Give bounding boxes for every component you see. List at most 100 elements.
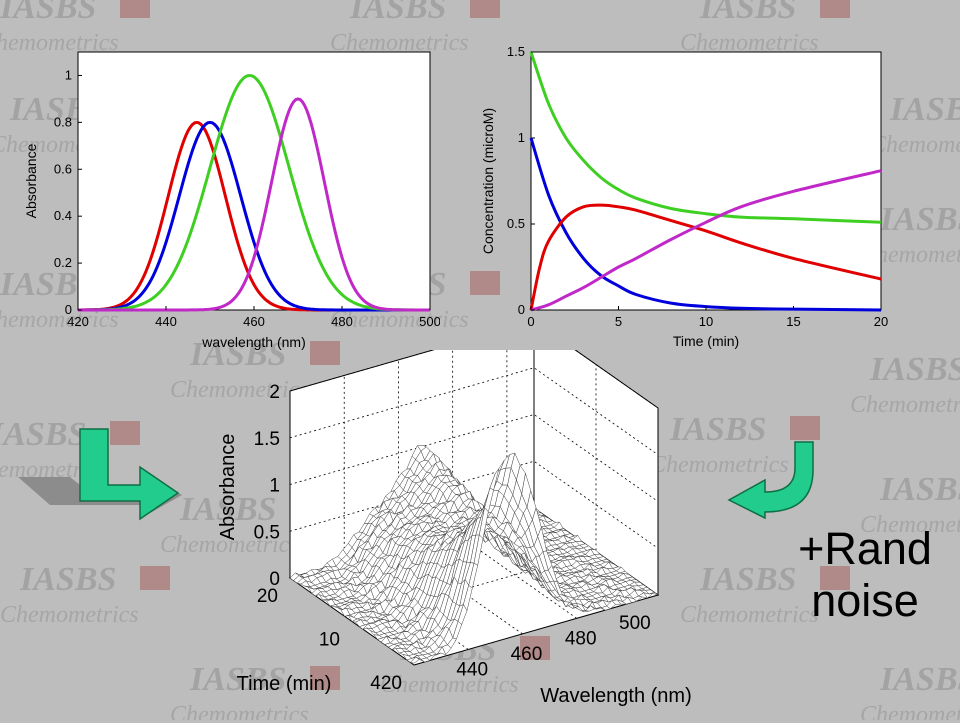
noise-label-line1: +Rand (798, 523, 932, 574)
watermark-logo-icon (790, 416, 820, 440)
spectra-chart: 420 440 460 480 500 0 0.2 0.4 0.6 0.8 1 wavelengt… (20, 42, 441, 357)
spectra-x-axis-label: wavelength (nm) (201, 334, 306, 350)
watermark-text: Chemometrics (680, 602, 819, 628)
spectra-y-tick-label: 0.8 (54, 114, 72, 129)
watermark-logo-icon (820, 566, 850, 590)
conc-plot-area (530, 51, 882, 311)
conc-x-tick-label: 10 (699, 314, 713, 329)
conc-series-green (529, 51, 882, 224)
watermark-text: IASBS (879, 471, 960, 508)
curved-arrow-left-icon (727, 441, 814, 520)
watermark-text: Chemometrics (170, 377, 309, 403)
surface-z-tick-label: 0 (269, 569, 280, 590)
conc-y-tick-label: 0 (518, 302, 525, 317)
spectra-series-green (78, 73, 430, 312)
conc-x-tick-label: 15 (786, 314, 800, 329)
spectra-y-tick-label: 1 (65, 67, 72, 82)
arrow-body (79, 428, 180, 521)
spectra-x-tick-label: 500 (419, 314, 440, 329)
surface-y-tick-label: 20 (257, 586, 278, 607)
watermark-tile: IASBS Chemometrics (160, 491, 330, 558)
surface-z-axis-label: Absorbance (217, 434, 239, 541)
conc-x-tick-label: 20 (874, 314, 888, 329)
watermark-text: IASBS (349, 0, 446, 26)
watermark-text: IASBS (189, 336, 286, 373)
surface-x-tick-label: 480 (565, 628, 597, 649)
watermark-text: Chemometrics (380, 672, 519, 698)
watermark-text: Chemometrics (870, 132, 960, 158)
watermark-tile: IASBS Chemometrics (870, 91, 960, 158)
random-noise-label: +Rand noise (770, 523, 960, 627)
conc-x-axis-label: Time (min) (673, 333, 739, 349)
surface-y-tick-label: 10 (319, 630, 340, 651)
watermark-tile: IASBS Chemometrics (680, 561, 850, 628)
surface-chart: 0 0.5 1 1.5 2 20 10 420 440 460 480 500 Absorbance … (200, 320, 700, 718)
surface-z-tick-label: 2 (269, 382, 280, 403)
watermark-logo-icon (470, 271, 500, 295)
curved-arrow-body (727, 441, 814, 520)
watermark-logo-icon (520, 636, 550, 660)
watermark-text: IASBS (699, 0, 796, 26)
conc-series-red (529, 203, 882, 311)
watermark-text: Chemometrics (650, 452, 789, 478)
spectra-y-axis-label: Absorbance (23, 143, 39, 218)
spectra-x-tick-label: 460 (243, 314, 265, 329)
watermark-logo-icon (110, 421, 140, 445)
spectra-y-tick-label: 0.4 (54, 208, 72, 223)
spectra-y-tick-label: 0.6 (54, 161, 72, 176)
arrow-down-right-icon (18, 428, 182, 521)
spectra-x-tick-label: 440 (155, 314, 177, 329)
watermark-text: IASBS (0, 0, 96, 26)
conc-x-tick-label: 0 (527, 314, 534, 329)
watermark-logo-icon (820, 0, 850, 18)
watermark-text: IASBS (699, 561, 796, 598)
surface-z-tick-label: 0.5 (254, 522, 280, 543)
watermark-tile: IASBS Chemometrics (170, 336, 340, 403)
conc-y-axis-label: Concentration (microM) (480, 108, 496, 254)
surface-z-tick-label: 1 (269, 476, 280, 497)
watermark-text: Chemometrics (160, 532, 299, 558)
surface-x-tick-label: 460 (511, 644, 543, 665)
watermark-logo-icon (310, 666, 340, 690)
conc-series-blue (529, 137, 882, 312)
watermark-text: IASBS (0, 416, 86, 453)
watermark-tile: IASBS Chemometrics (860, 471, 960, 538)
surface-mesh-cell (409, 656, 420, 664)
surface-x-axis-label: Wavelength (nm) (540, 685, 692, 707)
spectra-y-tick-label: 0.2 (54, 255, 72, 270)
watermark-tile: IASBS Chemometrics (850, 351, 960, 418)
watermark-text: Chemometrics (850, 392, 960, 418)
conc-x-tick-label: 5 (615, 314, 622, 329)
watermark-logo-icon (470, 0, 500, 18)
watermark-logo-icon (120, 0, 150, 18)
conc-series-magenta (530, 169, 882, 312)
surface-x-tick-label: 440 (456, 659, 488, 680)
spectra-y-tick-label: 0 (65, 302, 72, 317)
watermark-text: Chemometrics (170, 702, 309, 720)
spectra-x-tick-label: 480 (331, 314, 353, 329)
watermark-text: IASBS (179, 491, 276, 528)
watermark-text: IASBS (189, 661, 286, 698)
watermark-text: Chemometrics (860, 702, 960, 720)
spectra-series-blue (78, 120, 430, 312)
surface-y-axis-label: Time (min) (237, 673, 332, 695)
watermark-text: IASBS (669, 411, 766, 448)
conc-y-tick-label: 0.5 (507, 216, 525, 231)
watermark-logo-icon (310, 341, 340, 365)
watermark-text: Chemometrics (0, 602, 139, 628)
watermark-text: IASBS (879, 201, 960, 238)
spectra-series-magenta (78, 97, 430, 312)
watermark-text: IASBS (889, 91, 960, 128)
noise-label-line2: noise (811, 575, 919, 626)
watermark-text: IASBS (869, 351, 960, 388)
spectra-x-tick-label: 420 (67, 314, 89, 329)
watermark-text: Chemometrics (860, 512, 960, 538)
surface-y-tick-label: 420 (370, 673, 402, 694)
watermark-logo-icon (140, 566, 170, 590)
watermark-tile: IASBS Chemometrics (650, 411, 820, 478)
concentration-chart: 0 5 10 15 20 0 0.5 1 1.5 Time (min) Concentrati… (480, 42, 900, 357)
spectra-plot-area (77, 51, 431, 311)
